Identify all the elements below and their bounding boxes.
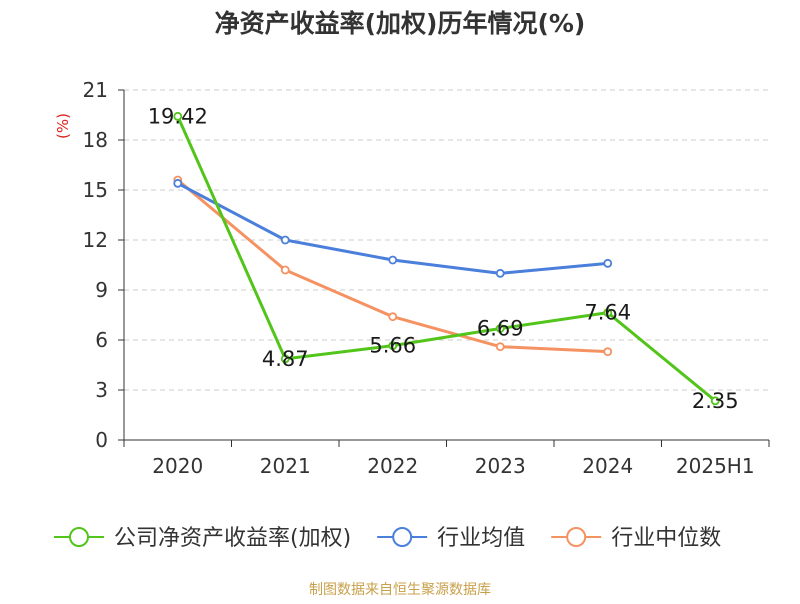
legend-item: 行业均值 — [377, 526, 525, 551]
series-line — [176, 115, 717, 402]
data-point — [388, 312, 398, 322]
data-label: 4.87 — [262, 347, 309, 371]
series-layer — [173, 111, 720, 406]
y-axis-label: (%) — [54, 113, 72, 139]
data-label-layer: 19.42 4.87 5.66 6.69 7.64 2.35 — [148, 104, 739, 413]
legend-label: 行业中位数 — [611, 526, 721, 551]
y-tick-label: 12 — [83, 228, 108, 252]
data-label: 6.69 — [477, 317, 524, 341]
legend-marker — [566, 527, 587, 547]
x-tick-label: 2024 — [582, 454, 633, 478]
data-point — [495, 268, 505, 278]
data-label: 19.42 — [148, 104, 208, 128]
y-tick-label: 18 — [83, 128, 108, 152]
data-label: 7.64 — [584, 301, 631, 325]
data-point — [603, 258, 613, 268]
y-tick-label: 0 — [95, 428, 108, 452]
data-point — [388, 255, 398, 265]
axis-layer: 0 3 6 9 12 15 18 21 2020 2021 2022 2023 2024 2025H1 — [83, 78, 770, 478]
legend-label: 行业均值 — [437, 526, 525, 551]
legend-marker — [392, 527, 413, 547]
data-point — [603, 347, 613, 357]
data-point — [280, 265, 290, 275]
data-point — [173, 111, 183, 121]
x-tick-label: 2025H1 — [676, 454, 755, 478]
x-tick-label: 2023 — [475, 454, 526, 478]
y-tick-label: 9 — [95, 278, 108, 302]
y-tick-label: 21 — [83, 78, 108, 102]
y-tick-label: 3 — [95, 378, 108, 402]
y-tick-label: 6 — [95, 328, 108, 352]
data-label: 2.35 — [692, 389, 739, 413]
data-point — [603, 308, 613, 318]
x-tick-label: 2020 — [152, 454, 203, 478]
legend-item: 公司净资产收益率(加权) — [54, 526, 351, 551]
data-point — [710, 396, 720, 406]
grid-layer — [124, 89, 769, 391]
series-line — [176, 178, 608, 354]
legend: 公司净资产收益率(加权) 行业均值 行业中位数 — [54, 526, 721, 551]
data-point — [388, 341, 398, 351]
chart-title: 净资产收益率(加权)历年情况(%) — [215, 9, 586, 38]
data-point — [495, 324, 505, 333]
data-point — [173, 178, 183, 188]
data-label: 5.66 — [369, 334, 416, 358]
data-point — [280, 354, 290, 364]
legend-label: 公司净资产收益率(加权) — [114, 526, 351, 551]
x-tick-label: 2021 — [260, 454, 311, 478]
y-tick-label: 15 — [83, 178, 108, 202]
legend-item: 行业中位数 — [551, 526, 721, 551]
data-point — [495, 342, 505, 352]
x-tick-label: 2022 — [367, 454, 418, 478]
legend-marker — [69, 527, 89, 547]
source-note: 制图数据来自恒生聚源数据库 — [309, 582, 491, 598]
data-point — [280, 235, 290, 245]
